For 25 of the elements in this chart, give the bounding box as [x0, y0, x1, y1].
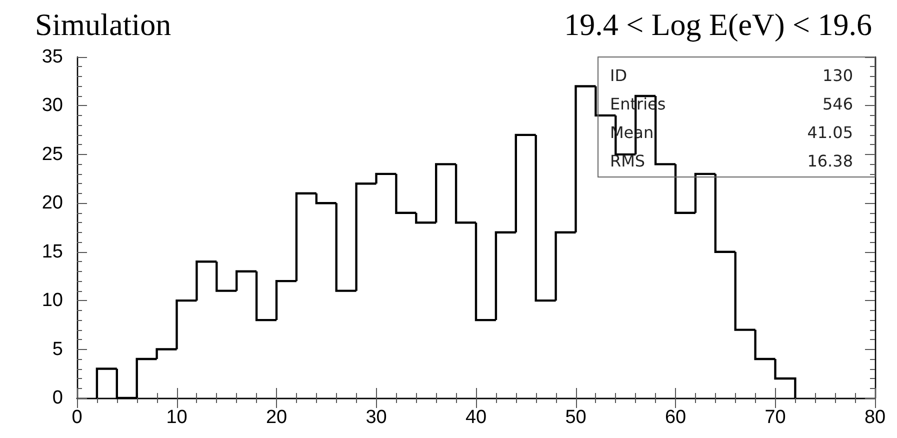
x-tick-label: 50 [565, 407, 586, 428]
annotation: 130 [822, 66, 853, 85]
y-tick-label: 35 [42, 46, 63, 68]
annotation: 546 [822, 94, 853, 114]
x-tick-label: 80 [864, 407, 886, 428]
x-tick-label: 60 [664, 407, 686, 428]
chart-subtitle: 19.4 < Log E(eV) < 19.6 [564, 7, 872, 42]
y-tick-label: 10 [42, 290, 63, 312]
x-tick-label: 70 [764, 407, 786, 428]
x-tick-label: 30 [366, 407, 387, 428]
y-tick-label: 5 [52, 338, 63, 360]
x-tick-label: 10 [166, 407, 188, 428]
x-tick-label: 20 [266, 407, 288, 428]
annotation: 16.38 [807, 151, 853, 170]
x-tick-label: 0 [72, 407, 82, 428]
annotation: RMS [610, 151, 646, 170]
y-tick-label: 15 [42, 241, 63, 262]
chart-title: Simulation [35, 7, 172, 42]
x-tick-label: 40 [465, 407, 487, 428]
annotation: ID [610, 66, 628, 85]
y-tick-label: 20 [42, 192, 63, 214]
y-tick-label: 0 [52, 388, 63, 408]
y-tick-label: 30 [42, 95, 63, 116]
annotation: 41.05 [807, 122, 853, 142]
y-tick-label: 25 [42, 144, 63, 165]
